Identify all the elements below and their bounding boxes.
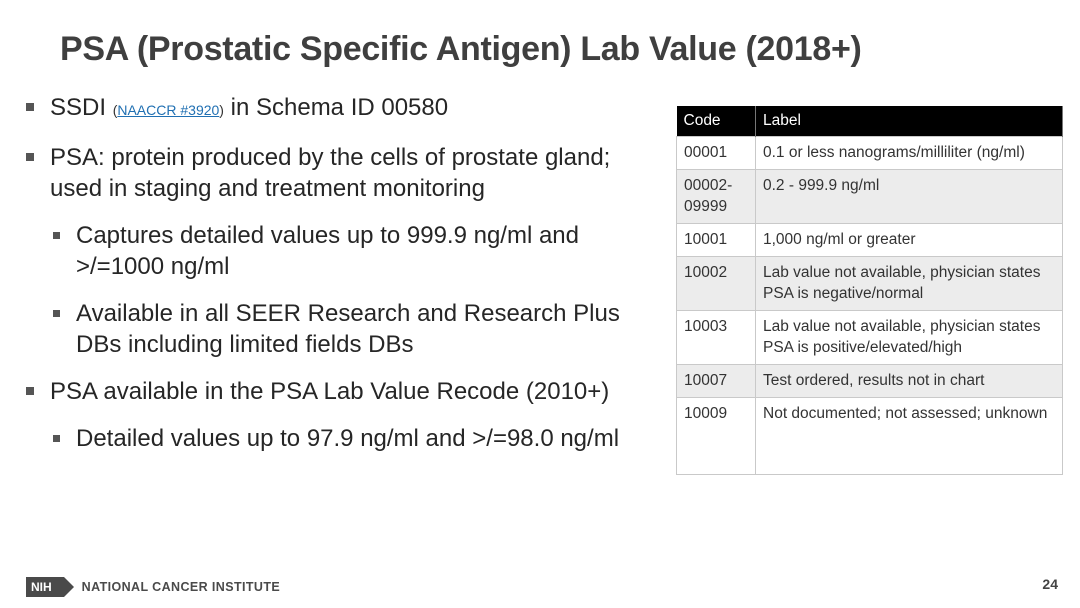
bullet-list: SSDI (NAACCR #3920) in Schema ID 00580 P…	[24, 92, 644, 470]
table-row: 00001 0.1 or less nanograms/milliliter (…	[676, 136, 1063, 170]
table-row: 10003 Lab value not available, physician…	[676, 310, 1063, 365]
label-cell: Not documented; not assessed; unknown	[755, 397, 1063, 475]
column-header-code: Code	[676, 106, 756, 137]
slide-title: PSA (Prostatic Specific Antigen) Lab Val…	[60, 30, 862, 68]
table-row: 10001 1,000 ng/ml or greater	[676, 223, 1063, 257]
naaccr-reference: (NAACCR #3920)	[112, 102, 224, 118]
square-bullet-icon	[53, 310, 60, 317]
column-header-label: Label	[755, 106, 1063, 137]
table-row: 10007 Test ordered, results not in chart	[676, 364, 1063, 398]
label-cell: Lab value not available, physician state…	[755, 256, 1063, 311]
square-bullet-icon	[26, 153, 34, 161]
page-number: 24	[1042, 576, 1058, 592]
code-cell: 10003	[676, 310, 756, 365]
label-cell: Test ordered, results not in chart	[755, 364, 1063, 398]
sub-bullet-available: Available in all SEER Research and Resea…	[24, 298, 644, 360]
square-bullet-icon	[53, 435, 60, 442]
code-cell: 10002	[676, 256, 756, 311]
code-cell: 10001	[676, 223, 756, 257]
code-table: Code Label 00001 0.1 or less nanograms/m…	[676, 106, 1063, 475]
institute-name: NATIONAL CANCER INSTITUTE	[81, 580, 281, 594]
label-cell: 1,000 ng/ml or greater	[755, 223, 1063, 257]
label-cell: 0.1 or less nanograms/milliliter (ng/ml)	[755, 136, 1063, 170]
table-row: 10009 Not documented; not assessed; unkn…	[676, 397, 1063, 475]
code-cell: 10009	[676, 397, 756, 475]
square-bullet-icon	[53, 232, 60, 239]
table-row: 10002 Lab value not available, physician…	[676, 256, 1063, 311]
naaccr-link[interactable]: NAACCR #3920	[117, 102, 220, 118]
label-cell: 0.2 - 999.9 ng/ml	[755, 169, 1063, 224]
table-row: 00002-09999 0.2 - 999.9 ng/ml	[676, 169, 1063, 224]
code-cell: 00002-09999	[676, 169, 756, 224]
bullet-ssdi: SSDI (NAACCR #3920) in Schema ID 00580	[24, 92, 644, 126]
square-bullet-icon	[26, 387, 34, 395]
sub-bullet-captures: Captures detailed values up to 999.9 ng/…	[24, 220, 644, 282]
table-header-row: Code Label	[676, 106, 1063, 137]
square-bullet-icon	[26, 103, 34, 111]
nih-logo: NIH	[26, 577, 74, 597]
code-cell: 10007	[676, 364, 756, 398]
label-cell: Lab value not available, physician state…	[755, 310, 1063, 365]
sub-bullet-detailed: Detailed values up to 97.9 ng/ml and >/=…	[24, 423, 644, 454]
footer: NIH NATIONAL CANCER INSTITUTE	[26, 576, 280, 598]
bullet-psa-protein: PSA: protein produced by the cells of pr…	[24, 142, 644, 204]
code-cell: 00001	[676, 136, 756, 170]
bullet-psa-recode: PSA available in the PSA Lab Value Recod…	[24, 376, 644, 407]
